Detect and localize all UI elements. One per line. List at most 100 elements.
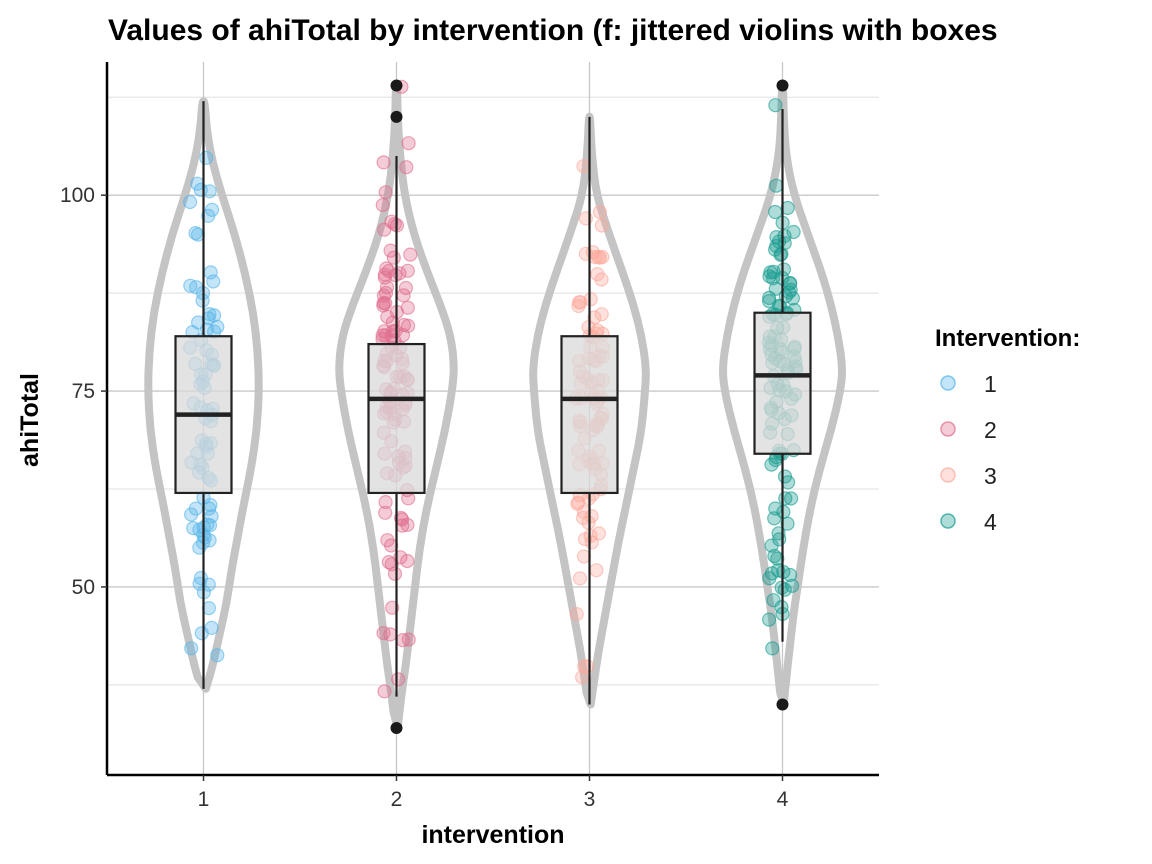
data-point bbox=[193, 570, 208, 586]
data-point bbox=[387, 217, 402, 232]
x-axis-title: intervention bbox=[421, 821, 564, 849]
data-point bbox=[386, 250, 401, 265]
data-point bbox=[399, 160, 414, 175]
outlier-point bbox=[390, 79, 403, 92]
y-tick-label: 75 bbox=[72, 380, 95, 403]
data-point bbox=[773, 247, 788, 262]
x-tick-label: 3 bbox=[584, 788, 596, 811]
data-point bbox=[184, 641, 199, 656]
data-point bbox=[186, 520, 201, 536]
data-point bbox=[778, 289, 793, 304]
legend-entry: 4 bbox=[940, 509, 997, 535]
data-point bbox=[767, 511, 782, 526]
data-point bbox=[765, 641, 780, 656]
outlier-point bbox=[776, 79, 789, 92]
outlier-point bbox=[776, 698, 789, 711]
x-tick-label: 1 bbox=[198, 788, 210, 811]
data-point bbox=[590, 323, 605, 338]
data-point bbox=[204, 509, 219, 524]
legend-label: 2 bbox=[984, 417, 997, 443]
data-point bbox=[400, 553, 415, 569]
data-point bbox=[770, 563, 786, 578]
data-point bbox=[188, 226, 203, 241]
box-2 bbox=[367, 342, 426, 495]
data-point bbox=[201, 208, 216, 223]
data-point bbox=[378, 505, 393, 520]
jitter-points bbox=[183, 79, 804, 699]
legend-entry: 1 bbox=[940, 371, 997, 397]
x-tick-label: 2 bbox=[391, 788, 403, 811]
data-point bbox=[780, 200, 795, 216]
data-point bbox=[391, 672, 406, 687]
legend-key bbox=[940, 467, 956, 483]
data-point bbox=[577, 532, 593, 547]
legend-key bbox=[940, 513, 956, 529]
legend-entries: 1 2 3 4 bbox=[940, 371, 997, 535]
box-4 bbox=[753, 311, 812, 455]
data-point bbox=[769, 178, 784, 193]
data-point bbox=[583, 292, 598, 307]
legend-label: 4 bbox=[984, 509, 997, 535]
data-point bbox=[584, 508, 599, 524]
data-point bbox=[183, 194, 198, 210]
data-point bbox=[376, 625, 391, 641]
data-point bbox=[199, 150, 214, 165]
data-point bbox=[594, 272, 609, 287]
data-point bbox=[576, 159, 591, 174]
data-point bbox=[191, 315, 206, 330]
data-point bbox=[786, 224, 801, 240]
data-point bbox=[378, 296, 393, 311]
data-point bbox=[401, 136, 416, 151]
data-point bbox=[388, 268, 403, 283]
data-point bbox=[183, 278, 198, 293]
data-point bbox=[777, 582, 792, 597]
data-point bbox=[580, 659, 595, 674]
data-point bbox=[768, 98, 783, 113]
data-point bbox=[203, 265, 218, 280]
legend-key bbox=[940, 375, 956, 391]
chart-title: Values of ahiTotal by intervention (f: j… bbox=[108, 14, 998, 47]
y-tick-label: 50 bbox=[72, 576, 95, 599]
data-point bbox=[572, 571, 588, 586]
legend-label: 3 bbox=[984, 463, 997, 489]
outlier-point bbox=[390, 110, 403, 123]
data-point bbox=[375, 197, 390, 213]
x-tick-label: 4 bbox=[777, 788, 789, 811]
data-point bbox=[761, 294, 777, 309]
data-point bbox=[396, 288, 411, 303]
data-point bbox=[569, 606, 584, 622]
data-point bbox=[780, 516, 795, 531]
data-point bbox=[571, 295, 587, 310]
box-3 bbox=[560, 335, 619, 495]
data-point bbox=[570, 496, 585, 511]
data-point bbox=[206, 274, 221, 289]
data-point bbox=[376, 155, 391, 170]
legend-entry: 3 bbox=[940, 463, 997, 489]
data-point bbox=[387, 566, 403, 581]
data-point bbox=[210, 648, 225, 663]
data-point bbox=[592, 204, 608, 220]
legend-label: 1 bbox=[984, 371, 997, 397]
legend-title: Intervention: bbox=[935, 325, 1080, 352]
data-point bbox=[762, 571, 777, 586]
y-tick-label: 100 bbox=[60, 184, 95, 207]
data-point bbox=[783, 491, 799, 506]
data-point bbox=[193, 182, 208, 197]
data-point bbox=[784, 578, 800, 593]
y-axis-title: ahiTotal bbox=[16, 373, 44, 467]
data-point bbox=[395, 518, 410, 533]
data-point bbox=[188, 501, 203, 516]
data-point bbox=[761, 612, 777, 627]
data-point bbox=[594, 307, 609, 322]
data-point bbox=[377, 684, 392, 699]
data-point bbox=[194, 626, 209, 641]
legend-key bbox=[940, 421, 956, 437]
data-point bbox=[203, 497, 218, 513]
data-point bbox=[400, 263, 415, 278]
boxplots bbox=[174, 79, 812, 734]
data-point bbox=[378, 495, 393, 510]
data-point bbox=[772, 532, 787, 547]
legend-entry: 2 bbox=[940, 417, 997, 443]
data-point bbox=[777, 228, 792, 244]
data-point bbox=[376, 298, 391, 313]
